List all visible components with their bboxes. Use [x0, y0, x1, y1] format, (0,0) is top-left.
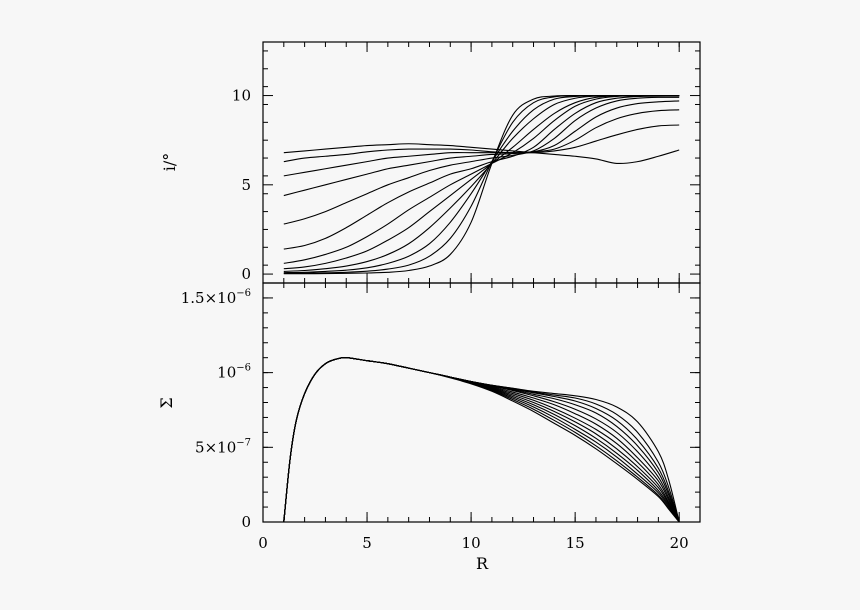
- bottom-series-line-11: [283, 357, 680, 523]
- bottom-curves: [283, 357, 680, 523]
- bottom-series-line-12: [283, 357, 680, 523]
- bottom-xtick-label: 15: [566, 534, 585, 552]
- bottom-ytick-label: 0: [241, 513, 251, 531]
- bottom-ytick-label: 1.5×10−6: [181, 288, 251, 307]
- bottom-ticks: 0 5×10−7 10−6 1.5×10−6 0 5 10 15 20: [181, 282, 701, 552]
- bottom-ytick-label: 5×10−7: [195, 437, 251, 456]
- bottom-frame: [262, 282, 701, 523]
- bottom-series-line-1: [283, 357, 680, 523]
- bottom-series-line-6: [283, 357, 680, 523]
- bottom-panel: 0 5×10−7 10−6 1.5×10−6 0 5 10 15 20 Σ R: [157, 282, 701, 573]
- top-series-line-3: [283, 109, 680, 177]
- bottom-series-line-2: [283, 357, 680, 523]
- bottom-ylabel: Σ: [157, 397, 176, 408]
- top-series-line-8: [283, 94, 680, 270]
- top-series-line-11: [283, 94, 680, 274]
- bottom-xlabel: R: [476, 554, 489, 573]
- bottom-xtick-label: 10: [462, 534, 481, 552]
- bottom-xtick-label: 20: [670, 534, 689, 552]
- top-series-line-12: [283, 94, 680, 275]
- top-series-line-1: [283, 143, 680, 165]
- bottom-xtick-label: 5: [362, 534, 372, 552]
- top-series-line-6: [283, 95, 680, 250]
- top-ytick-label: 10: [232, 87, 251, 105]
- bottom-series-line-5: [283, 357, 680, 523]
- bottom-series-line-8: [283, 357, 680, 523]
- top-series-line-7: [283, 95, 680, 264]
- top-series-line-4: [283, 100, 680, 197]
- bottom-series-line-10: [283, 357, 680, 523]
- bottom-series-line-9: [283, 357, 680, 523]
- bottom-ytick-label: 10−6: [217, 363, 251, 382]
- top-series-line-5: [283, 96, 680, 225]
- top-series-line-2: [283, 124, 680, 163]
- bottom-xtick-label: 0: [258, 534, 268, 552]
- top-ytick-label: 5: [241, 176, 251, 194]
- top-ytick-label: 0: [241, 265, 251, 283]
- bottom-series-line-4: [283, 357, 680, 523]
- top-panel: 0 5 10 i/°: [160, 41, 701, 284]
- top-ylabel: i/°: [160, 153, 179, 172]
- bottom-series-line-7: [283, 357, 680, 523]
- bottom-series-line-3: [283, 357, 680, 523]
- top-curves: [283, 94, 680, 275]
